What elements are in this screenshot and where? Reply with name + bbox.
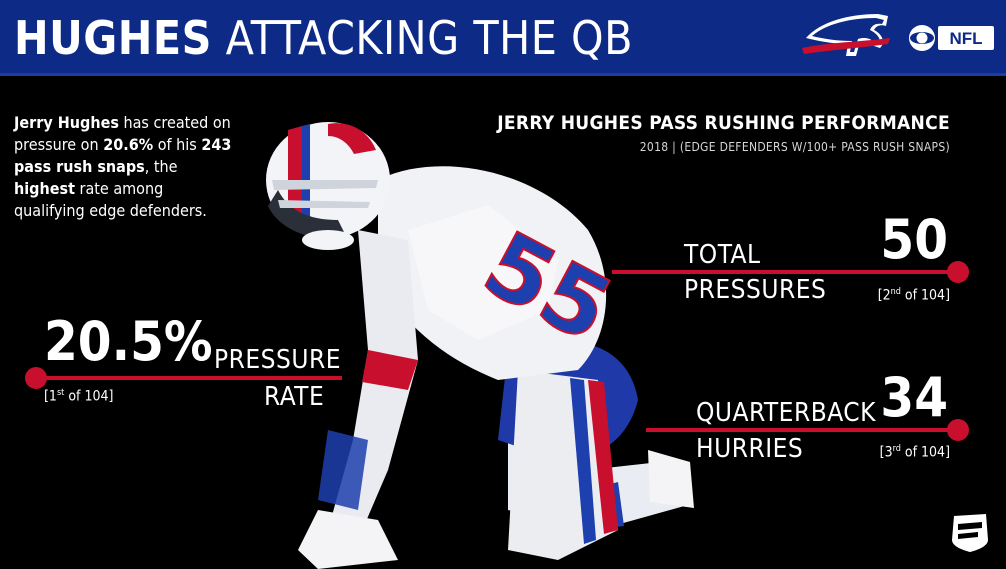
- stat-rank-total-pressures: [2nd of 104]: [877, 287, 950, 304]
- stat-value-total-pressures: 50: [880, 208, 948, 271]
- stat-label-total: TOTAL: [684, 240, 761, 270]
- stat-label-pressure: PRESSURE: [214, 345, 341, 375]
- stat-dot-qb-hurries: [947, 419, 969, 441]
- network-label: NFL: [949, 29, 982, 48]
- stat-label-rate: RATE: [264, 382, 325, 412]
- performance-subtitle: 2018 | (EDGE DEFENDERS W/100+ PASS RUSH …: [639, 140, 950, 154]
- intro-text-2: of his: [153, 135, 202, 154]
- buffalo-bills-logo-icon: [802, 14, 890, 56]
- intro-highest: highest: [14, 179, 75, 198]
- performance-title: JERRY HUGHES PASS RUSHING PERFORMANCE: [497, 112, 950, 134]
- stat-line-total-pressures: [612, 270, 962, 274]
- stat-rank-pressure-rate: [1st of 104]: [44, 388, 114, 405]
- intro-snaps: 243 pass rush snaps: [14, 135, 232, 176]
- intro-text-1: has created on pressure on: [14, 113, 231, 154]
- title-light: ATTACKING THE QB: [225, 11, 633, 65]
- stat-label-pressures: PRESSURES: [684, 275, 827, 305]
- player-photo: 55: [266, 122, 694, 569]
- stat-label-hurries: HURRIES: [696, 434, 804, 464]
- header-banner: HUGHES ATTACKING THE QB NFL: [0, 0, 1006, 76]
- intro-text-4: rate among qualifying edge defenders.: [14, 179, 207, 220]
- stat-label-quarterback: QUARTERBACK: [696, 398, 876, 428]
- stat-line-pressure-rate: [36, 376, 342, 380]
- stat-value-pressure-rate: 20.5%: [44, 310, 213, 373]
- intro-name: Jerry Hughes: [14, 113, 119, 132]
- stat-line-qb-hurries: [646, 428, 962, 432]
- page-title: HUGHES ATTACKING THE QB: [14, 12, 633, 64]
- stat-value-qb-hurries: 34: [880, 366, 948, 429]
- stat-rank-qb-hurries: [3rd of 104]: [879, 444, 950, 461]
- intro-percent: 20.6%: [103, 135, 154, 154]
- intro-paragraph: Jerry Hughes has created on pressure on …: [14, 112, 234, 222]
- cbs-nfl-logo-icon: NFL: [902, 10, 996, 66]
- title-bold: HUGHES: [14, 11, 212, 65]
- stat-dot-total-pressures: [947, 261, 969, 283]
- stat-dot-pressure-rate: [25, 367, 47, 389]
- pff-logo-icon: [952, 514, 988, 552]
- intro-text-3: , the: [144, 157, 178, 176]
